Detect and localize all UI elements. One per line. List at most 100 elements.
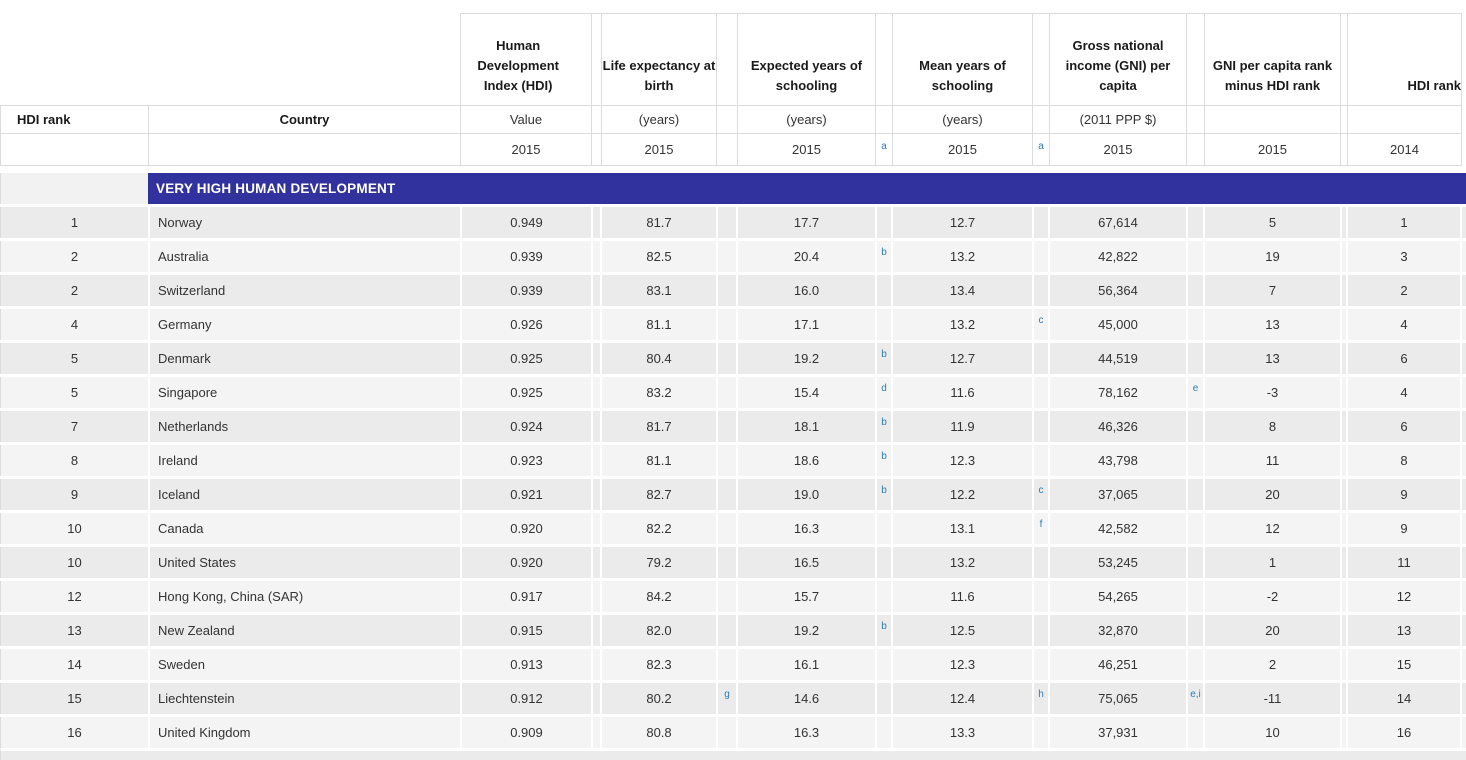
life-expectancy-cell: 82.0 [646,623,672,638]
gni-rank-minus-hdi-cell: 13 [1265,351,1280,366]
country-cell: United Kingdom [148,717,460,748]
hdi-rank-cell: 14 [0,649,148,680]
country-cell: United States [148,547,460,578]
footnote-mean-cell [1032,377,1050,408]
header-gap [716,13,738,105]
life-expectancy-cell: 80.8 [646,725,672,740]
table-row: 9 Iceland 0.921 82.7 19.0 b 12.2 c 37,06… [0,476,1466,510]
gni-rank-minus-hdi-cell: -2 [1266,589,1279,604]
row-filler [1462,717,1466,748]
mean-schooling-cell: 12.7 [949,215,976,230]
note-gap-cell [591,275,602,306]
footnote-expected-cell[interactable]: b [875,343,893,374]
hdi-value-cell: 0.920 [460,547,591,578]
life-expectancy-cell: 80.4 [646,351,672,366]
diff-unit-label [1205,105,1340,133]
life-expectancy-cell: 83.1 [646,283,672,298]
hdi-rank-cell: 10 [0,513,148,544]
life-expectancy-cell: 79.2 [646,555,672,570]
gni-rank-minus-hdi-cell: 5 [1268,215,1277,230]
table-row: 12 Hong Kong, China (SAR) 0.917 84.2 15.… [0,578,1466,612]
footnote-mean-cell[interactable]: c [1032,479,1050,510]
footnote-life-cell [716,275,738,306]
footnote-life-cell [716,377,738,408]
footnote-mean-cell [1032,343,1050,374]
gni-per-capita-cell: 54,265 [1098,589,1138,604]
row-filler [1462,479,1466,510]
footnote-mean-cell[interactable]: h [1032,683,1050,714]
expected-schooling-cell: 19.2 [793,623,820,638]
expected-schooling-cell: 17.1 [793,317,820,332]
note-gap-cell [591,445,602,476]
expected-schooling-cell: 16.5 [793,555,820,570]
hdi-year: 2015 [460,133,591,166]
footnote-expected-cell [875,581,893,612]
row-filler [1462,615,1466,646]
hdi-rank-cell: 2 [0,241,148,272]
gni-year: 2015 [1050,133,1186,166]
footnote-expected-cell [875,683,893,714]
hdi-value-cell: 0.917 [460,581,591,612]
partial-next-row [0,748,1466,760]
hdi-unit-label: Value [460,105,591,133]
footnote-mean-cell [1032,275,1050,306]
note-gap-cell [591,649,602,680]
footnote-gni-cell[interactable]: e [1186,377,1205,408]
hdi-rank-cell: 7 [0,411,148,442]
hdi-rank-2014-cell: 15 [1348,649,1462,680]
footnote-life-cell[interactable]: g [716,683,738,714]
country-cell: Hong Kong, China (SAR) [148,581,460,612]
hdi-rank-cell: 5 [0,343,148,374]
footnote-expected-cell[interactable]: d [875,377,893,408]
footnote-expected-cell[interactable]: b [875,241,893,272]
mean-schooling-cell: 12.3 [949,453,976,468]
header-gap [875,13,893,105]
note-gap-cell [591,411,602,442]
footnote-mean-cell[interactable]: c [1032,309,1050,340]
expected-schooling-cell: 18.6 [793,453,820,468]
footnote-gni-cell [1186,411,1205,442]
footnote-mean-cell [1032,445,1050,476]
country-cell: Ireland [148,445,460,476]
year-row: 2015 2015 2015 a 2015 a 2015 2015 2014 [0,133,1466,166]
table-row: 13 New Zealand 0.915 82.0 19.2 b 12.5 32… [0,612,1466,646]
row-filler [1462,581,1466,612]
footnote-mean-cell [1032,581,1050,612]
footnote-expected-cell[interactable]: b [875,615,893,646]
table-row: 8 Ireland 0.923 81.1 18.6 b 12.3 43,798 … [0,442,1466,476]
life-expectancy-cell: 82.3 [646,657,672,672]
footnote-expected-cell[interactable]: b [875,411,893,442]
gni-unit-label: (2011 PPP $) [1050,105,1186,133]
footnote-a-mean[interactable]: a [1032,133,1050,166]
footnote-life-cell [716,513,738,544]
footnote-expected-cell [875,309,893,340]
column-header-mean-schooling: Mean years of schooling [893,13,1032,105]
life-unit-label: (years) [602,105,716,133]
footnote-mean-cell[interactable]: f [1032,513,1050,544]
header-filler [1462,133,1466,166]
expected-schooling-cell: 19.0 [793,487,820,502]
footnote-a-expected[interactable]: a [875,133,893,166]
country-cell: Denmark [148,343,460,374]
life-expectancy-cell: 81.1 [646,453,672,468]
header-gap [591,13,602,105]
note-gap-cell [1340,581,1348,612]
header-gap [875,105,893,133]
hdi-rank-2014-cell: 9 [1348,479,1462,510]
mean-schooling-cell: 12.5 [949,623,976,638]
footnote-expected-cell[interactable]: b [875,479,893,510]
gni-rank-minus-hdi-cell: 20 [1265,487,1280,502]
footnote-gni-cell[interactable]: e,i [1186,683,1205,714]
footnote-mean-cell [1032,547,1050,578]
note-gap-cell [591,377,602,408]
footnote-life-cell [716,309,738,340]
column-header-expected-schooling: Expected years of schooling [738,13,875,105]
expected-schooling-cell: 15.7 [793,589,820,604]
country-cell: Liechtenstein [148,683,460,714]
hdi-rank-cell: 15 [0,683,148,714]
footnote-life-cell [716,547,738,578]
footnote-gni-cell [1186,547,1205,578]
hdi-rank-cell: 16 [0,717,148,748]
footnote-expected-cell[interactable]: b [875,445,893,476]
